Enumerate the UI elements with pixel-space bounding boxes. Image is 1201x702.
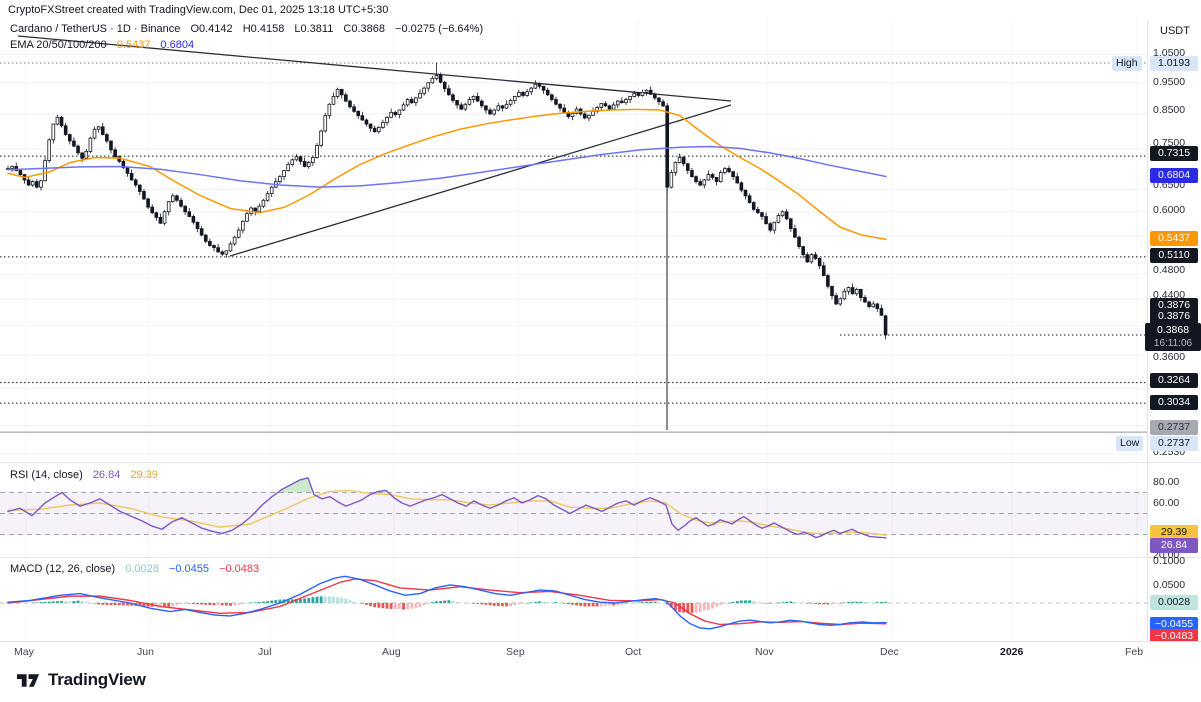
price-level-badge: 0.7315 xyxy=(1150,145,1198,161)
close-value: C0.3868 xyxy=(343,23,385,35)
change-value: −0.0275 (−6.64%) xyxy=(395,23,484,35)
high-marker-label: High xyxy=(1112,55,1142,71)
ema-fast-value: 0.5437 xyxy=(116,39,151,51)
pane-separator-rsi[interactable] xyxy=(0,462,1201,463)
rsi-value: 26.84 xyxy=(92,469,121,481)
macd-indicator-label[interactable]: MACD (12, 26, close) xyxy=(10,563,116,575)
macd-value-badge: −0.0483 xyxy=(1150,628,1198,644)
tradingview-logo-text: TradingView xyxy=(48,670,146,689)
time-axis-label: Dec xyxy=(880,646,899,658)
time-axis-label: 2026 xyxy=(1000,646,1024,658)
current-price-badge: 0.3868 16:11:06 xyxy=(1145,323,1201,351)
price-level-badge: 0.3264 xyxy=(1150,372,1198,388)
time-axis-label: Nov xyxy=(755,646,774,658)
symbol-title[interactable]: Cardano / TetherUS · 1D · Binance xyxy=(10,23,181,35)
high-value: H0.4158 xyxy=(242,23,285,35)
time-axis-label: Jun xyxy=(137,646,154,658)
price-level-badge: 0.2737 xyxy=(1150,419,1198,435)
chart-canvas[interactable] xyxy=(0,0,1147,641)
attribution-text: CryptoFXStreet created with TradingView.… xyxy=(8,4,389,16)
price-axis-label: 0.4800 xyxy=(1153,263,1186,276)
time-axis-label: Jul xyxy=(258,646,272,658)
price-level-badge: 0.5437 xyxy=(1150,230,1198,246)
price-level-badge: 0.3034 xyxy=(1150,394,1198,410)
rsi-axis-label: 60.00 xyxy=(1153,496,1180,509)
macd-hist-value: 0.0028 xyxy=(125,563,159,575)
price-scale[interactable]: USDT 1.0500 0.9500 0.8500 0.7500 0.6500 0.600… xyxy=(1145,20,1201,662)
high-price-value: 1.0193 xyxy=(1150,55,1198,71)
rsi-indicator-label[interactable]: RSI (14, close) xyxy=(10,469,83,481)
macd-axis-label: 0.1000 xyxy=(1153,554,1186,567)
price-axis-label: 0.8500 xyxy=(1153,103,1186,116)
attribution-bar: CryptoFXStreet created with TradingView.… xyxy=(0,0,1201,24)
current-price-value: 0.3868 xyxy=(1156,324,1190,336)
rsi-pane-legend: RSI (14, close) 26.84 29.39 xyxy=(10,469,165,481)
macd-line-value: −0.0455 xyxy=(168,563,210,575)
low-price-value: 0.2737 xyxy=(1150,435,1198,451)
macd-value-badge: −0.0455 xyxy=(1150,616,1198,632)
ema-indicator-label[interactable]: EMA 20/50/100/200 xyxy=(10,39,107,51)
low-marker-label: Low xyxy=(1116,435,1144,451)
pane-separator-macd[interactable] xyxy=(0,557,1201,558)
price-level-badge: 0.6804 xyxy=(1150,167,1198,183)
rsi-value-badge: 29.39 xyxy=(1150,524,1198,540)
open-value: O0.4142 xyxy=(190,23,233,35)
rsi-value-badge: 26.84 xyxy=(1150,537,1198,553)
main-pane-legend: Cardano / TetherUS · 1D · Binance O0.414… xyxy=(10,21,490,53)
time-axis-label: Feb xyxy=(1125,646,1144,658)
countdown-timer: 16:11:06 xyxy=(1153,338,1193,349)
rsi-ma-value: 29.39 xyxy=(130,469,158,481)
ema-row: EMA 20/50/100/200 0.5437 0.6804 xyxy=(10,37,490,53)
price-axis-label: 0.3600 xyxy=(1153,350,1186,363)
time-axis-label: Oct xyxy=(625,646,642,658)
macd-value-badge: 0.0028 xyxy=(1150,594,1198,610)
macd-signal-value: −0.0483 xyxy=(219,563,260,575)
tradingview-logo-icon xyxy=(16,674,40,687)
price-level-badge: 0.3876 xyxy=(1150,308,1198,324)
time-axis-label: May xyxy=(14,646,34,658)
time-axis-label: Sep xyxy=(506,646,525,658)
time-axis-label: Aug xyxy=(382,646,401,658)
macd-axis-label: 0.0500 xyxy=(1153,578,1186,591)
price-axis-label: 0.6000 xyxy=(1153,203,1186,216)
price-scale-currency: USDT xyxy=(1160,25,1190,37)
macd-pane-legend: MACD (12, 26, close) 0.0028 −0.0455 −0.0… xyxy=(10,563,266,575)
price-axis-label: 0.9500 xyxy=(1153,75,1186,88)
rsi-axis-label: 80.00 xyxy=(1153,475,1180,488)
tradingview-logo[interactable]: TradingView xyxy=(16,670,146,690)
symbol-row: Cardano / TetherUS · 1D · Binance O0.414… xyxy=(10,21,490,37)
price-level-badge: 0.5110 xyxy=(1150,247,1198,263)
ema-slow-value: 0.6804 xyxy=(160,39,195,51)
time-scale[interactable]: May Jun Jul Aug Sep Oct Nov Dec 2026 Feb xyxy=(0,641,1201,663)
low-value: L0.3811 xyxy=(294,23,334,35)
